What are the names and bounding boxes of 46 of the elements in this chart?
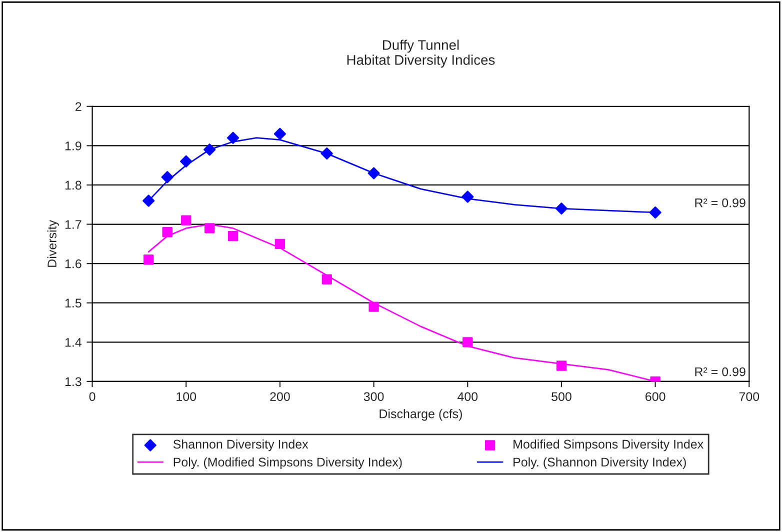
point <box>143 254 154 265</box>
point <box>180 155 192 168</box>
x-tick-label: 200 <box>270 392 290 402</box>
y-tick-label: 1.5 <box>65 298 82 308</box>
point <box>181 215 192 226</box>
y-tick-label: 1.4 <box>65 338 82 347</box>
point <box>274 128 286 140</box>
point <box>162 227 172 238</box>
x-tick-label: 600 <box>646 392 666 402</box>
point <box>320 147 333 160</box>
x-axis-title: Discharge (cfs) <box>380 409 462 421</box>
legend-label: Shannon Diversity Index <box>173 439 308 452</box>
point <box>649 206 662 219</box>
y-tick-label: 1.6 <box>65 259 82 268</box>
x-tick-label: 100 <box>176 392 196 402</box>
x-tick-label: 300 <box>364 392 384 402</box>
x-tick-label: 500 <box>552 392 572 402</box>
point <box>274 238 286 250</box>
annotation: R² = 0.99 <box>695 198 746 208</box>
y-tick-label: 1.8 <box>65 180 82 190</box>
chart-title: Duffy Tunnel Habitat Diversity Indices <box>347 40 495 68</box>
point <box>555 202 568 215</box>
y-axis-title: Diversity <box>47 220 59 267</box>
x-tick-label: 0 <box>89 392 96 402</box>
point <box>204 223 215 234</box>
x-tick-label: 400 <box>457 392 478 402</box>
y-tick-label: 1.3 <box>65 377 82 386</box>
point <box>462 190 474 203</box>
point <box>556 360 567 371</box>
y-tick-label: 1.7 <box>65 220 82 229</box>
point <box>204 144 216 156</box>
y-tick-label: 1.9 <box>65 141 82 150</box>
legend-label: Poly. (Shannon Diversity Index) <box>514 457 686 470</box>
point <box>142 194 155 207</box>
point <box>161 171 174 184</box>
x-tick-label: 700 <box>739 392 760 402</box>
legend-label: Modified Simpsons Diversity Index <box>514 439 704 452</box>
legend-label: Poly. (Modified Simpsons Diversity Index) <box>174 457 402 470</box>
point <box>368 302 379 312</box>
y-tick-label: 2 <box>76 102 82 111</box>
annotation: R² = 0.99 <box>695 367 746 376</box>
point <box>322 274 332 284</box>
point <box>368 167 380 180</box>
point <box>228 230 238 242</box>
point <box>226 132 240 144</box>
point <box>462 337 473 348</box>
